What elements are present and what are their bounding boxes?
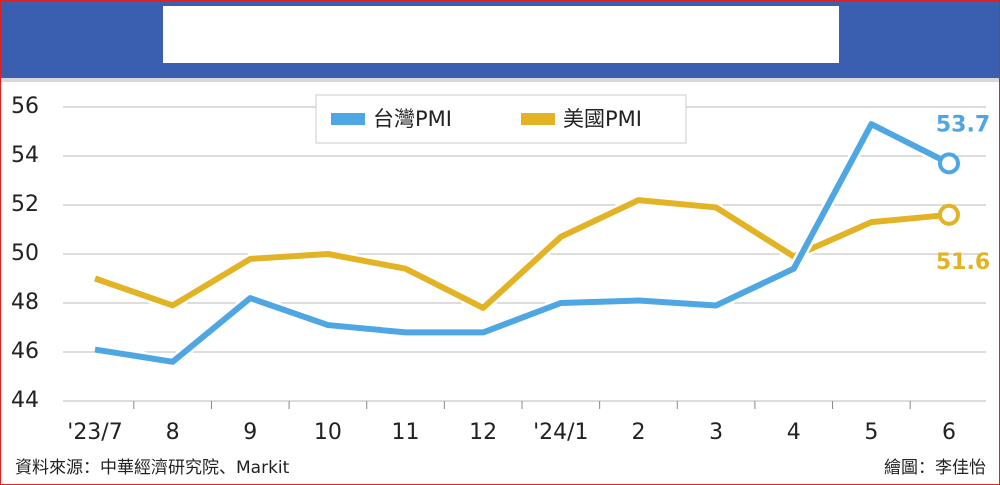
y-tick-label: 44 [11,388,39,413]
x-tick-label: 8 [166,420,180,445]
data-label: 53.7 [936,112,990,137]
credit: 繪圖：李佳怡 [884,458,986,478]
x-tick-label: 11 [392,420,420,445]
source: 資料來源：中華經濟研究院、Markit [15,458,290,478]
x-tick-label: 12 [469,420,497,445]
x-tick-label: 9 [243,420,257,445]
header-shadow [1,78,999,82]
legend-swatch [331,113,365,125]
x-tick-label: 4 [787,420,801,445]
y-tick-label: 50 [11,241,39,266]
x-tick-label: '24/1 [533,420,588,445]
y-tick-label: 54 [11,143,39,168]
legend-label: 台灣PMI [373,107,452,131]
x-tick-label: 3 [709,420,723,445]
y-tick-label: 48 [11,290,39,315]
y-tick-label: 56 [11,94,39,119]
x-tick-label: '23/7 [67,420,122,445]
header-box [163,6,839,63]
legend-swatch [521,113,555,125]
x-tick-label: 2 [631,420,645,445]
y-tick-label: 52 [11,192,39,217]
end-marker [938,152,960,175]
x-tick-label: 10 [314,420,342,445]
legend-box [315,94,687,144]
series-line [94,121,951,365]
x-tick-label: 5 [864,420,878,445]
data-label: 51.6 [936,250,990,275]
end-marker [938,203,960,226]
x-tick-label: 6 [942,420,956,445]
y-tick-label: 46 [11,339,39,364]
legend-label: 美國PMI [563,107,642,131]
